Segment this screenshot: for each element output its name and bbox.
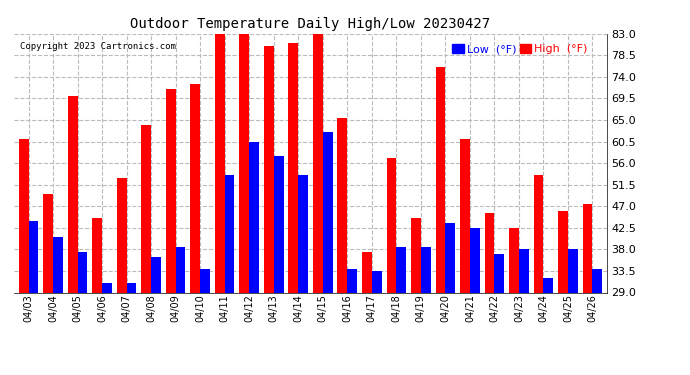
Bar	[166, 89, 176, 292]
Bar	[362, 252, 372, 292]
Bar	[495, 254, 504, 292]
Bar	[274, 156, 284, 292]
Bar	[264, 46, 274, 292]
Bar	[470, 228, 480, 292]
Bar	[337, 118, 347, 292]
Bar	[386, 158, 396, 292]
Bar	[509, 228, 519, 292]
Bar	[117, 177, 126, 292]
Bar	[445, 223, 455, 292]
Bar	[435, 67, 445, 292]
Bar	[102, 283, 112, 292]
Bar	[558, 211, 568, 292]
Bar	[421, 247, 431, 292]
Bar	[215, 34, 225, 292]
Bar	[568, 249, 578, 292]
Bar	[582, 204, 593, 292]
Bar	[225, 175, 235, 292]
Bar	[43, 194, 53, 292]
Bar	[298, 175, 308, 292]
Bar	[347, 268, 357, 292]
Bar	[239, 34, 249, 292]
Bar	[484, 213, 495, 292]
Bar	[77, 252, 88, 292]
Bar	[372, 271, 382, 292]
Bar	[141, 125, 151, 292]
Bar	[249, 142, 259, 292]
Bar	[53, 237, 63, 292]
Legend: Low  (°F), High  (°F): Low (°F), High (°F)	[451, 42, 590, 57]
Title: Outdoor Temperature Daily High/Low 20230427: Outdoor Temperature Daily High/Low 20230…	[130, 17, 491, 31]
Bar	[200, 268, 210, 292]
Text: Copyright 2023 Cartronics.com: Copyright 2023 Cartronics.com	[20, 42, 176, 51]
Bar	[313, 34, 323, 292]
Bar	[519, 249, 529, 292]
Bar	[288, 44, 298, 292]
Bar	[544, 278, 553, 292]
Bar	[68, 96, 77, 292]
Bar	[176, 247, 186, 292]
Bar	[593, 268, 602, 292]
Bar	[396, 247, 406, 292]
Bar	[323, 132, 333, 292]
Bar	[151, 256, 161, 292]
Bar	[19, 139, 28, 292]
Bar	[190, 84, 200, 292]
Bar	[28, 220, 39, 292]
Bar	[92, 218, 102, 292]
Bar	[460, 139, 470, 292]
Bar	[126, 283, 137, 292]
Bar	[533, 175, 544, 292]
Bar	[411, 218, 421, 292]
